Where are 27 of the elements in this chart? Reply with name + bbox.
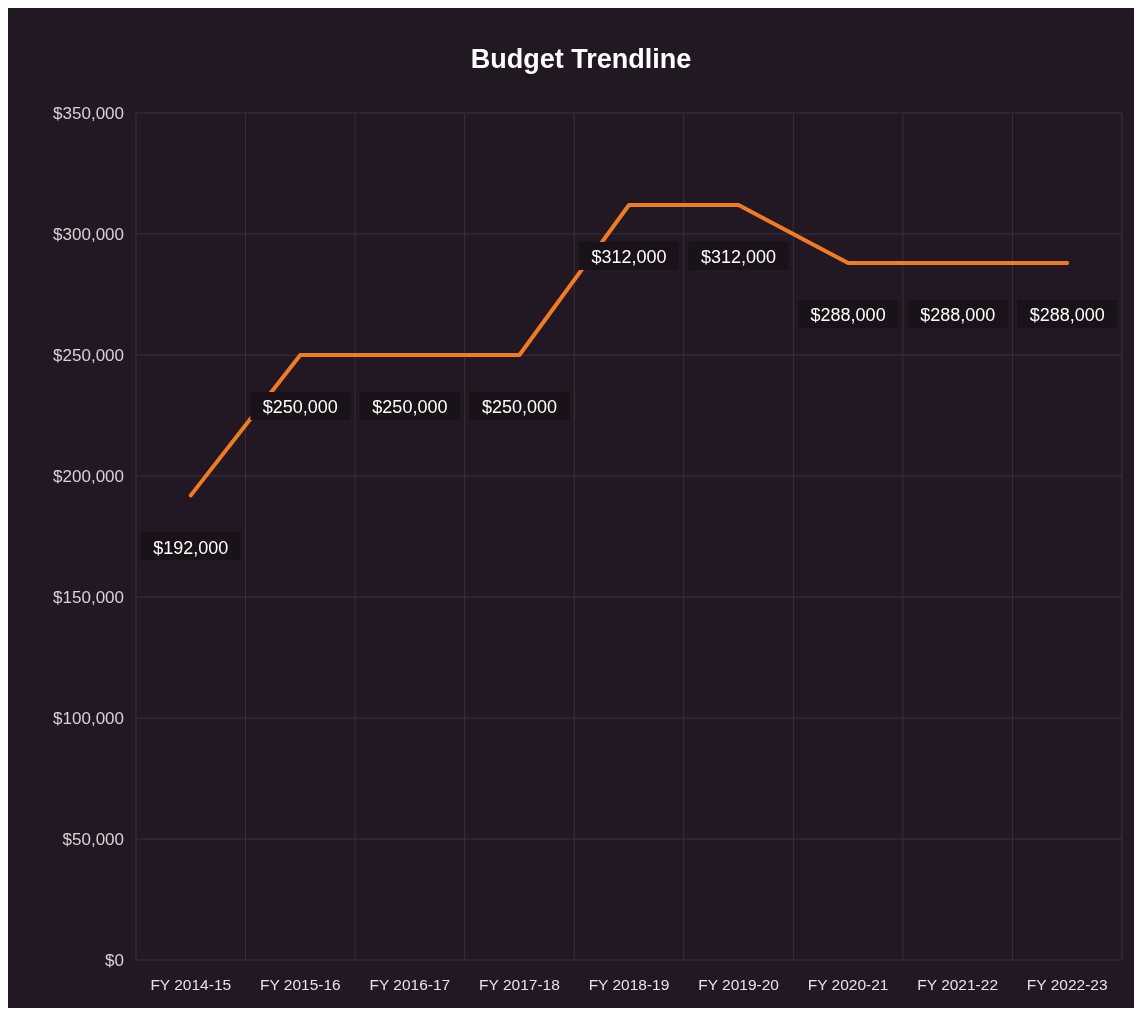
text: $288,000 xyxy=(1029,305,1105,326)
text: $288,000 xyxy=(810,305,886,326)
x-tick-label: FY 2018-19 xyxy=(588,976,670,993)
y-tick-label: $0 xyxy=(105,950,124,970)
x-tick-label: FY 2022-23 xyxy=(1026,976,1108,993)
chart-title: Budget Trendline xyxy=(470,44,692,74)
x-tick-label: FY 2019-20 xyxy=(698,976,780,993)
text: $250,000 xyxy=(372,397,448,418)
text: $312,000 xyxy=(701,247,777,268)
text: $312,000 xyxy=(591,247,667,268)
text: $250,000 xyxy=(262,397,338,418)
x-tick-label: FY 2015-16 xyxy=(259,976,341,993)
text: $288,000 xyxy=(920,305,996,326)
y-tick-label: $350,000 xyxy=(53,103,124,123)
y-tick-label: $150,000 xyxy=(53,587,124,607)
x-tick-label: FY 2017-18 xyxy=(479,976,560,993)
x-tick-label: FY 2014-15 xyxy=(150,976,232,993)
x-tick-label: FY 2020-21 xyxy=(807,976,889,993)
x-tick-label: FY 2021-22 xyxy=(917,976,999,993)
y-tick-label: $100,000 xyxy=(53,708,124,728)
y-tick-label: $250,000 xyxy=(53,345,124,365)
text: $192,000 xyxy=(153,537,229,558)
text: $250,000 xyxy=(481,397,557,418)
x-tick-label: FY 2016-17 xyxy=(369,976,451,993)
y-tick-label: $50,000 xyxy=(62,829,124,849)
y-tick-label: $200,000 xyxy=(53,466,124,486)
y-tick-label: $300,000 xyxy=(53,224,124,244)
